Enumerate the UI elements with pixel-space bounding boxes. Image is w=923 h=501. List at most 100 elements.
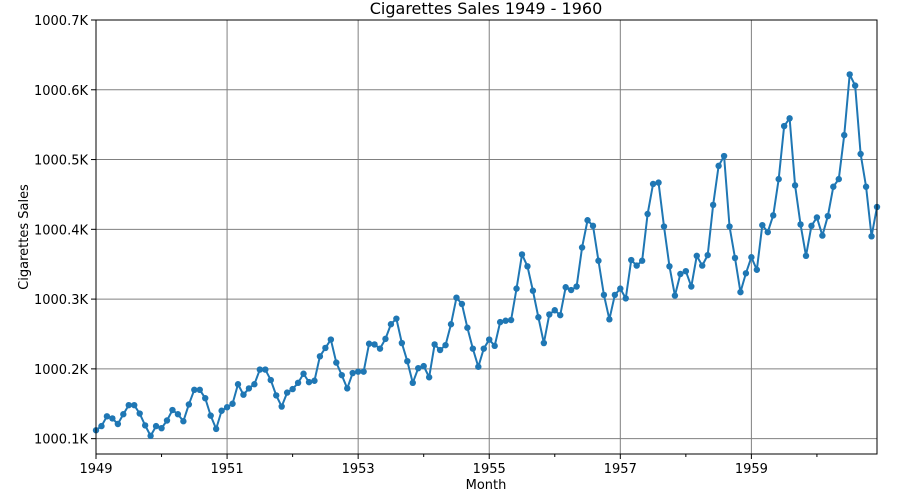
data-point bbox=[851, 82, 859, 89]
data-point bbox=[753, 266, 761, 273]
y-axis: 1000.1K 1000.2K 1000.3K 1000.4K 1000.5K 1000.… bbox=[34, 14, 96, 448]
data-point bbox=[677, 270, 684, 278]
data-point bbox=[819, 232, 826, 239]
data-point bbox=[557, 311, 564, 319]
data-point bbox=[731, 254, 739, 262]
data-point bbox=[223, 404, 231, 411]
data-point bbox=[333, 359, 340, 366]
chart-title: Cigarettes Sales 1949 - 1960 bbox=[370, 0, 603, 18]
data-point bbox=[715, 162, 722, 170]
data-point bbox=[311, 377, 318, 384]
data-point bbox=[633, 262, 640, 269]
data-point bbox=[791, 182, 799, 189]
series-points bbox=[92, 71, 881, 440]
data-point bbox=[196, 386, 203, 394]
data-point bbox=[666, 263, 673, 270]
data-point bbox=[491, 342, 498, 350]
data-point bbox=[709, 201, 717, 209]
data-point bbox=[425, 374, 433, 381]
data-point bbox=[802, 252, 810, 260]
data-point bbox=[496, 318, 504, 326]
data-point bbox=[655, 179, 662, 186]
x-axis-label: Month bbox=[466, 478, 507, 493]
data-point bbox=[524, 263, 531, 270]
data-point bbox=[245, 385, 253, 392]
data-point bbox=[562, 284, 569, 291]
data-point bbox=[868, 233, 875, 240]
data-point bbox=[617, 285, 624, 292]
data-point bbox=[704, 251, 711, 259]
data-point bbox=[229, 400, 236, 407]
data-point bbox=[660, 223, 668, 230]
data-point bbox=[573, 283, 580, 290]
data-point bbox=[240, 391, 247, 398]
data-point bbox=[322, 344, 329, 352]
data-point bbox=[283, 389, 291, 396]
data-point bbox=[595, 257, 602, 264]
data-point bbox=[398, 339, 406, 347]
x-tick-label: 1951 bbox=[211, 462, 244, 477]
data-point bbox=[294, 379, 302, 387]
x-tick-label: 1959 bbox=[735, 462, 768, 477]
data-point bbox=[589, 222, 597, 230]
data-point bbox=[622, 295, 629, 302]
data-point bbox=[469, 345, 477, 352]
data-point bbox=[207, 412, 214, 419]
data-point bbox=[480, 345, 487, 352]
data-point bbox=[737, 288, 744, 296]
plot-frame bbox=[95, 19, 878, 455]
y-tick-label: 1000.5K bbox=[34, 154, 88, 169]
data-point bbox=[699, 262, 706, 269]
data-point bbox=[174, 411, 182, 418]
y-tick-label: 1000.6K bbox=[34, 84, 88, 99]
data-point bbox=[360, 368, 367, 375]
data-point bbox=[305, 378, 313, 386]
data-point bbox=[775, 175, 782, 183]
data-point bbox=[862, 183, 870, 190]
data-point bbox=[600, 291, 608, 299]
data-point bbox=[507, 316, 515, 324]
data-point bbox=[813, 214, 821, 221]
data-point bbox=[125, 401, 132, 409]
data-point bbox=[748, 254, 755, 261]
y-axis-label: Cigarettes Sales bbox=[17, 184, 32, 290]
data-point bbox=[267, 376, 274, 384]
data-point bbox=[114, 420, 122, 428]
data-point bbox=[638, 257, 646, 264]
data-point bbox=[365, 340, 373, 347]
x-tick-label: 1949 bbox=[79, 462, 112, 477]
data-point bbox=[518, 251, 526, 258]
data-point bbox=[109, 415, 116, 422]
data-point bbox=[262, 366, 269, 373]
data-point bbox=[720, 152, 728, 160]
data-point bbox=[529, 287, 537, 294]
data-point bbox=[300, 370, 307, 377]
data-point bbox=[578, 244, 586, 251]
data-point bbox=[393, 315, 400, 322]
data-point bbox=[316, 353, 324, 360]
data-point bbox=[234, 381, 242, 388]
data-point bbox=[447, 321, 455, 328]
y-tick-label: 1000.2K bbox=[34, 363, 88, 378]
data-point bbox=[256, 366, 264, 373]
data-point bbox=[584, 217, 591, 224]
data-point bbox=[458, 300, 466, 308]
data-point bbox=[846, 71, 853, 78]
x-axis: 1949 1951 1953 1955 1957 1959 bbox=[79, 454, 818, 477]
data-point bbox=[349, 369, 356, 377]
data-point bbox=[742, 270, 750, 277]
data-point bbox=[131, 401, 138, 409]
data-point bbox=[546, 311, 553, 318]
data-point bbox=[327, 336, 335, 343]
data-point bbox=[628, 256, 635, 264]
data-point bbox=[824, 212, 832, 220]
data-point bbox=[120, 411, 127, 418]
data-point bbox=[409, 379, 416, 387]
data-point bbox=[688, 283, 695, 290]
data-point bbox=[486, 336, 493, 343]
data-point bbox=[830, 183, 837, 190]
data-point bbox=[152, 422, 160, 430]
data-point bbox=[212, 425, 220, 433]
data-point bbox=[251, 381, 258, 388]
